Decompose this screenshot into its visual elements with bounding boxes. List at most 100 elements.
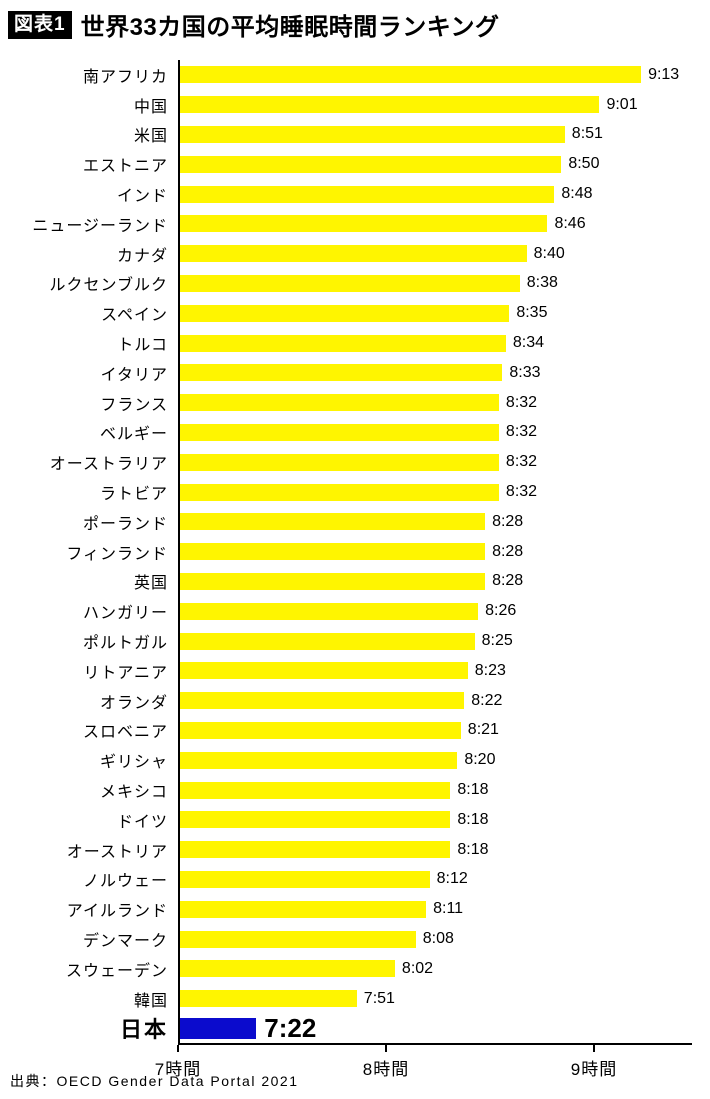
bar-plot-area: 8:28	[178, 566, 710, 597]
country-label: ノルウェー	[82, 873, 168, 891]
value-label: 8:08	[422, 930, 454, 947]
country-label: フランス	[100, 396, 168, 414]
country-label: ハンガリー	[82, 605, 168, 623]
value-label: 8:28	[492, 572, 524, 590]
bar-plot-area: 8:51	[178, 119, 710, 150]
value-label: 8:02	[401, 959, 434, 977]
bar	[180, 930, 416, 948]
bar-plot-area: 8:40	[178, 238, 710, 269]
bar-plot-area: 8:12	[178, 864, 710, 895]
country-label: 米国	[133, 128, 168, 146]
bar-plot-area: 8:32	[178, 417, 710, 448]
country-label: ドイツ	[116, 813, 168, 831]
bar-plot-area: 8:28	[178, 506, 710, 537]
bar-row: オランダ 8:22	[0, 685, 710, 716]
value-label: 8:21	[467, 721, 499, 739]
bar	[180, 304, 510, 322]
bar-row: スウェーデン 8:02	[0, 953, 710, 984]
value-label: 8:12	[436, 870, 468, 888]
bar-plot-area: 9:01	[178, 89, 710, 120]
value-label: 8:25	[481, 632, 513, 650]
value-label: 8:48	[561, 185, 593, 203]
bar-row: オーストラリア 8:32	[0, 447, 710, 478]
bar-row: トルコ 8:34	[0, 328, 710, 358]
value-label: 8:51	[571, 125, 603, 143]
country-label: フィンランド	[66, 545, 168, 563]
bar-row: 中国 9:01	[0, 89, 710, 120]
bar-plot-area: 8:08	[178, 924, 710, 954]
axis-tick	[385, 1045, 387, 1053]
bar-row: デンマーク 8:08	[0, 924, 710, 954]
bar-row: ポーランド 8:28	[0, 506, 710, 537]
bar	[180, 692, 465, 710]
bar-plot-area: 8:32	[178, 447, 710, 478]
value-label: 8:46	[554, 214, 586, 232]
country-label: インド	[116, 188, 168, 206]
axis-tick-label: 8時間	[362, 1060, 410, 1080]
country-label: ポルトガル	[82, 635, 168, 653]
country-label: ルクセンブルク	[49, 277, 168, 295]
bar-plot-area: 8:32	[178, 387, 710, 418]
bar	[180, 394, 499, 412]
value-label: 8:20	[464, 751, 496, 769]
value-label: 8:33	[509, 363, 541, 381]
bar-plot-area: 8:02	[178, 953, 710, 984]
bar-row: ベルギー 8:32	[0, 417, 710, 448]
bar-row: ハンガリー 8:26	[0, 596, 710, 627]
country-label: ギリシャ	[99, 754, 168, 772]
bar	[180, 662, 468, 680]
bar-highlight	[180, 1017, 257, 1039]
bar-row: メキシコ 8:18	[0, 775, 710, 805]
country-label: スペイン	[101, 307, 168, 325]
country-label: 南アフリカ	[82, 68, 168, 86]
country-label: トルコ	[117, 337, 168, 355]
country-label: ベルギー	[99, 426, 168, 444]
value-label: 9:13	[648, 65, 680, 83]
bar	[180, 483, 499, 501]
bar-plot-area: 8:23	[178, 655, 710, 686]
bar	[180, 900, 427, 918]
bar-plot-area: 8:21	[178, 715, 710, 746]
bar-row: イタリア 8:33	[0, 357, 710, 388]
value-label: 7:51	[363, 989, 395, 1007]
country-label: ポーランド	[82, 515, 168, 533]
axis-tick	[177, 1045, 179, 1053]
bar	[180, 274, 520, 292]
bar-plot-area: 8:22	[178, 685, 710, 716]
value-label: 8:50	[568, 155, 600, 173]
bar	[180, 513, 486, 531]
bar-row: リトアニア 8:23	[0, 655, 710, 686]
country-label: オランダ	[99, 694, 168, 712]
country-label: エストニア	[82, 158, 168, 176]
bar-plot-area: 8:46	[178, 208, 710, 239]
bar	[180, 870, 430, 888]
country-label: スロベニア	[82, 724, 168, 742]
bar	[180, 364, 503, 382]
bar-row-highlight: 日本 7:22	[0, 1013, 710, 1044]
axis-tick	[593, 1045, 595, 1053]
value-label: 8:28	[492, 542, 524, 560]
bar-row: カナダ 8:40	[0, 238, 710, 269]
bar	[180, 751, 458, 769]
bar-plot-area: 8:20	[178, 745, 710, 776]
value-label: 8:40	[533, 244, 565, 262]
bar	[180, 453, 499, 471]
bar	[180, 66, 642, 84]
sleep-ranking-bar-chart: 南アフリカ 9:13 中国 9:01 米国 8:51 エストニア 8:50 インド 8:48 ニュー…	[0, 60, 710, 1085]
value-label: 8:18	[457, 840, 489, 858]
bar-plot-area: 8:18	[178, 804, 710, 835]
bar-row: アイルランド 8:11	[0, 894, 710, 925]
value-label: 8:35	[516, 304, 548, 322]
country-label: ニュージーランド	[32, 217, 168, 235]
bar	[180, 543, 486, 561]
bar-plot-area: 8:34	[178, 328, 710, 358]
bar-row: ルクセンブルク 8:38	[0, 268, 710, 299]
value-label: 8:34	[512, 334, 544, 352]
bar-row: ドイツ 8:18	[0, 804, 710, 835]
value-label: 8:32	[505, 423, 538, 441]
country-label: イタリア	[100, 366, 168, 384]
bar	[180, 960, 395, 978]
country-label: 日本	[119, 1017, 168, 1043]
bar-row: インド 8:48	[0, 179, 710, 209]
